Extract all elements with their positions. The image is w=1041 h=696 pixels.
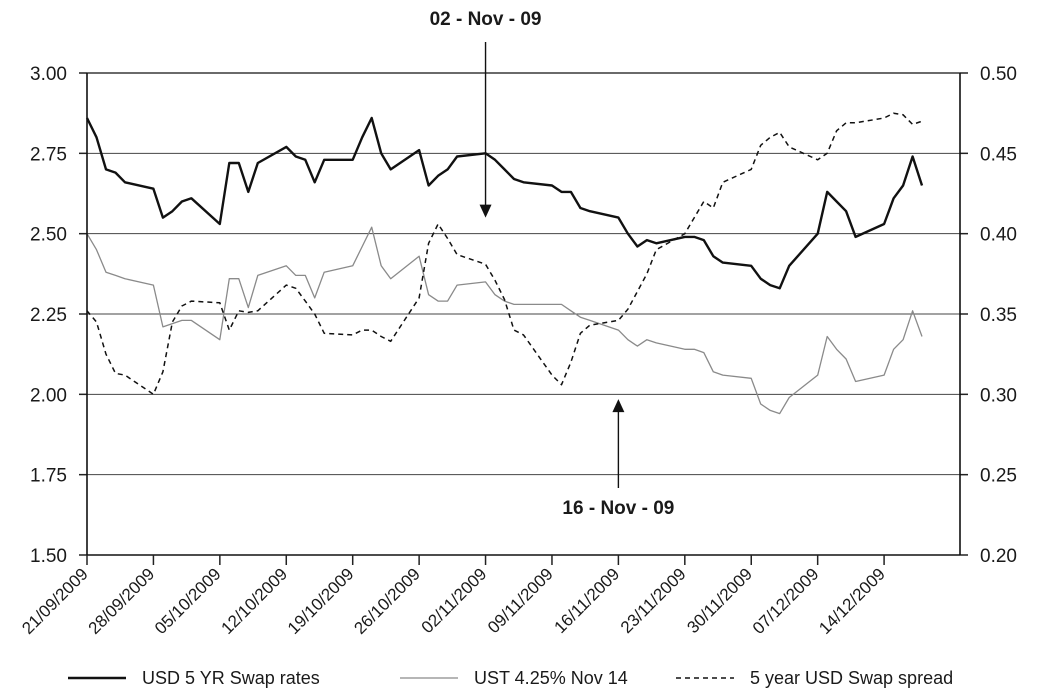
left-tick-label: 2.50 [30, 225, 67, 246]
axes [79, 72, 968, 565]
arrow-up-icon [612, 399, 625, 413]
x-axis-tick-labels: 21/09/200928/09/200905/10/200912/10/2009… [18, 564, 889, 638]
gridlines [87, 152, 960, 476]
left-tick-label: 1.75 [30, 466, 67, 487]
series-line-2 [86, 226, 923, 415]
right-tick-label: 0.40 [980, 225, 1017, 246]
x-tick-label: 09/11/2009 [484, 564, 557, 637]
x-tick-label: 07/12/2009 [749, 564, 823, 638]
x-tick-label: 14/12/2009 [815, 564, 889, 638]
right-tick-label: 0.30 [980, 385, 1017, 406]
x-tick-label: 21/09/2009 [18, 564, 92, 638]
series-line-1 [85, 116, 924, 290]
left-tick-label: 1.50 [30, 546, 67, 567]
annotation-label: 16 - Nov - 09 [562, 498, 674, 519]
left-tick-label: 2.00 [30, 385, 67, 406]
right-tick-label: 0.50 [980, 64, 1017, 85]
annotation-1: 02 - Nov - 09 [430, 9, 542, 218]
left-tick-label: 3.00 [30, 64, 67, 85]
annotation-layer: 02 - Nov - 09 16 - Nov - 09 [430, 9, 675, 519]
x-tick-label: 30/11/2009 [683, 564, 756, 637]
right-tick-label: 0.20 [980, 546, 1017, 567]
x-tick-label: 12/10/2009 [217, 564, 291, 638]
right-tick-label: 0.35 [980, 305, 1017, 326]
legend-label-1: USD 5 YR Swap rates [142, 668, 320, 688]
series-line-3 [86, 112, 923, 396]
x-tick-label: 19/10/2009 [284, 564, 358, 638]
legend-label-3: 5 year USD Swap spread [750, 668, 953, 688]
x-tick-label: 05/10/2009 [151, 564, 225, 638]
legend-label-2: UST 4.25% Nov 14 [474, 668, 628, 688]
left-axis-tick-labels: 1.50 1.75 2.00 2.25 2.50 2.75 3.00 [30, 64, 67, 567]
left-tick-label: 2.25 [30, 305, 67, 326]
right-tick-label: 0.25 [980, 466, 1017, 487]
right-axis-tick-labels: 0.20 0.25 0.30 0.35 0.40 0.45 0.50 [980, 64, 1017, 567]
x-tick-label: 23/11/2009 [617, 564, 690, 637]
x-tick-label: 26/10/2009 [350, 564, 424, 638]
arrow-down-icon [479, 204, 492, 218]
annotation-2: 16 - Nov - 09 [562, 399, 674, 519]
x-tick-label: 02/11/2009 [418, 564, 491, 637]
annotation-label: 02 - Nov - 09 [430, 9, 542, 30]
right-tick-label: 0.45 [980, 144, 1017, 165]
x-tick-label: 16/11/2009 [551, 564, 624, 637]
series-layer [85, 112, 924, 415]
x-tick-label: 28/09/2009 [85, 564, 159, 638]
left-tick-label: 2.75 [30, 144, 67, 165]
legend: USD 5 YR Swap rates UST 4.25% Nov 14 5 yea… [68, 668, 953, 688]
